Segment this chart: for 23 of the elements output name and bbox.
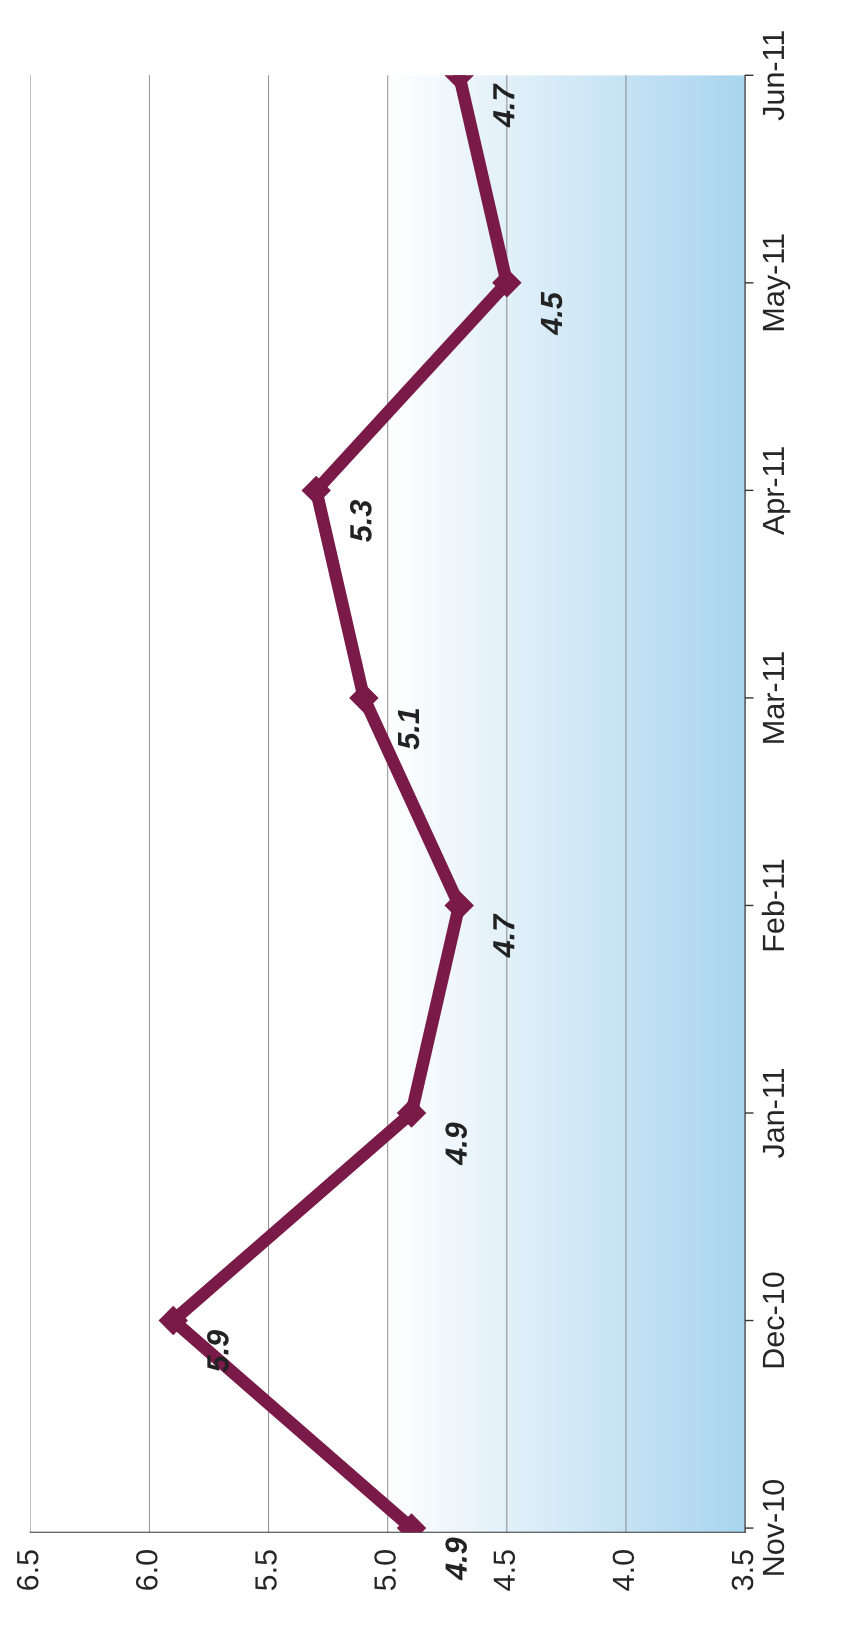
y-tick-label: Jan-11: [762, 1068, 785, 1159]
x-tick-label: 6.0: [135, 1550, 158, 1590]
y-tick-label: Nov-10: [762, 1480, 785, 1575]
x-tick-label: 4.0: [612, 1550, 635, 1591]
data-label: 5.1: [397, 708, 420, 750]
data-label: 4.9: [445, 1122, 467, 1166]
y-tick-label: Mar-11: [762, 652, 785, 743]
data-label: 4.5: [540, 291, 563, 336]
x-tick-label: 4.5: [493, 1550, 516, 1591]
x-tick-label: 5.0: [374, 1550, 396, 1591]
x-tick-label: 5.5: [255, 1550, 277, 1591]
data-label: 4.7: [493, 913, 515, 958]
data-label: 4.9: [445, 1537, 467, 1581]
data-label: 5.9: [207, 1329, 229, 1373]
x-tick-label: 3.5: [731, 1550, 754, 1591]
y-tick-label: Apr-11: [762, 447, 791, 536]
data-label: 5.3: [350, 500, 372, 542]
x-tick-label: 6.5: [16, 1550, 39, 1590]
y-tick-label: May-11: [762, 234, 791, 331]
y-tick-label: Dec-10: [762, 1272, 785, 1368]
data-label: 4.7: [493, 83, 515, 128]
y-tick-label: Feb-11: [761, 859, 785, 951]
y-tick-label: Jun-11: [762, 31, 785, 121]
